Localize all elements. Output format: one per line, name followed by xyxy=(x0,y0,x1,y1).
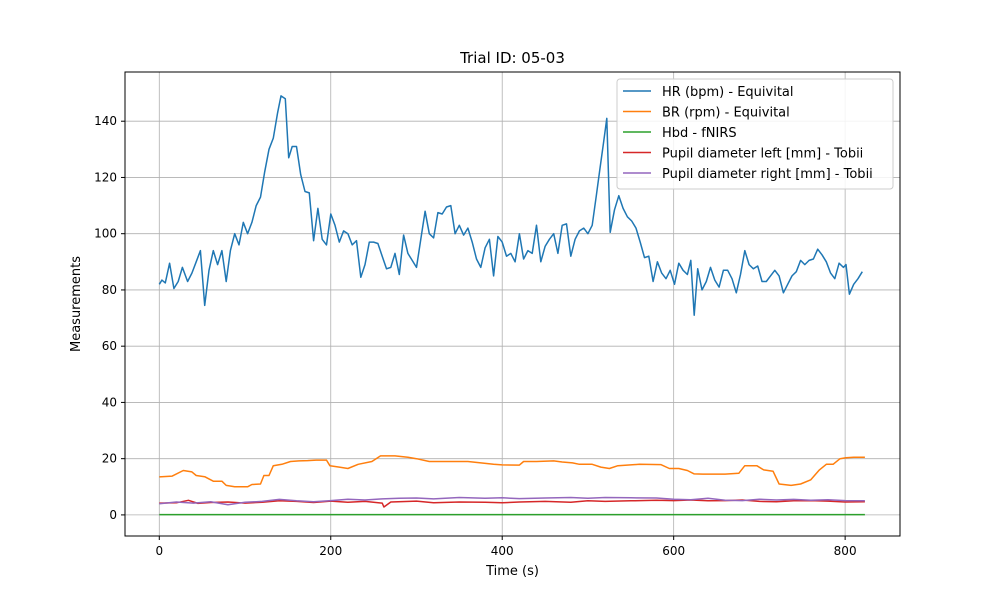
y-tick-label: 80 xyxy=(102,283,117,297)
y-tick-label: 120 xyxy=(94,170,117,184)
y-axis-label: Measurements xyxy=(69,256,84,352)
legend-label-1: HR (bpm) - Equivital xyxy=(662,85,794,100)
legend-label-2: BR (rpm) - Equivital xyxy=(662,106,790,121)
series-line-5 xyxy=(159,496,865,506)
y-tick-label: 20 xyxy=(102,452,117,466)
plot-frame xyxy=(124,71,901,537)
y-tick-label: 140 xyxy=(94,114,117,128)
x-axis-label: Time (s) xyxy=(485,564,539,579)
series-line-2 xyxy=(159,455,865,488)
y-tick-label: 0 xyxy=(109,508,117,522)
x-tick-label: 0 xyxy=(155,544,163,558)
y-tick-label: 100 xyxy=(94,227,117,241)
x-tick-label: 600 xyxy=(662,544,685,558)
y-tick-label: 40 xyxy=(102,395,117,409)
y-axis-ticks: 0 20 40 60 80 100 120 140 xyxy=(94,114,125,522)
grid xyxy=(125,72,900,536)
x-tick-label: 800 xyxy=(834,544,857,558)
y-tick-label: 60 xyxy=(102,339,117,353)
legend-box xyxy=(616,78,894,190)
legend: HR (bpm) - Equivital BR (rpm) - Equivital… xyxy=(616,78,894,190)
series-layer xyxy=(158,95,865,516)
series-line-1 xyxy=(158,95,863,316)
x-tick-label: 400 xyxy=(491,544,514,558)
x-tick-label: 200 xyxy=(319,544,342,558)
legend-label-3: Hbd - fNIRS xyxy=(662,126,737,141)
legend-label-4: Pupil diameter left [mm] - Tobii xyxy=(662,147,863,162)
x-axis-ticks: 0 200 400 600 800 xyxy=(155,536,857,558)
legend-label-5: Pupil diameter right [mm] - Tobii xyxy=(662,167,873,182)
chart-title: Trial ID: 05-03 xyxy=(459,49,565,67)
